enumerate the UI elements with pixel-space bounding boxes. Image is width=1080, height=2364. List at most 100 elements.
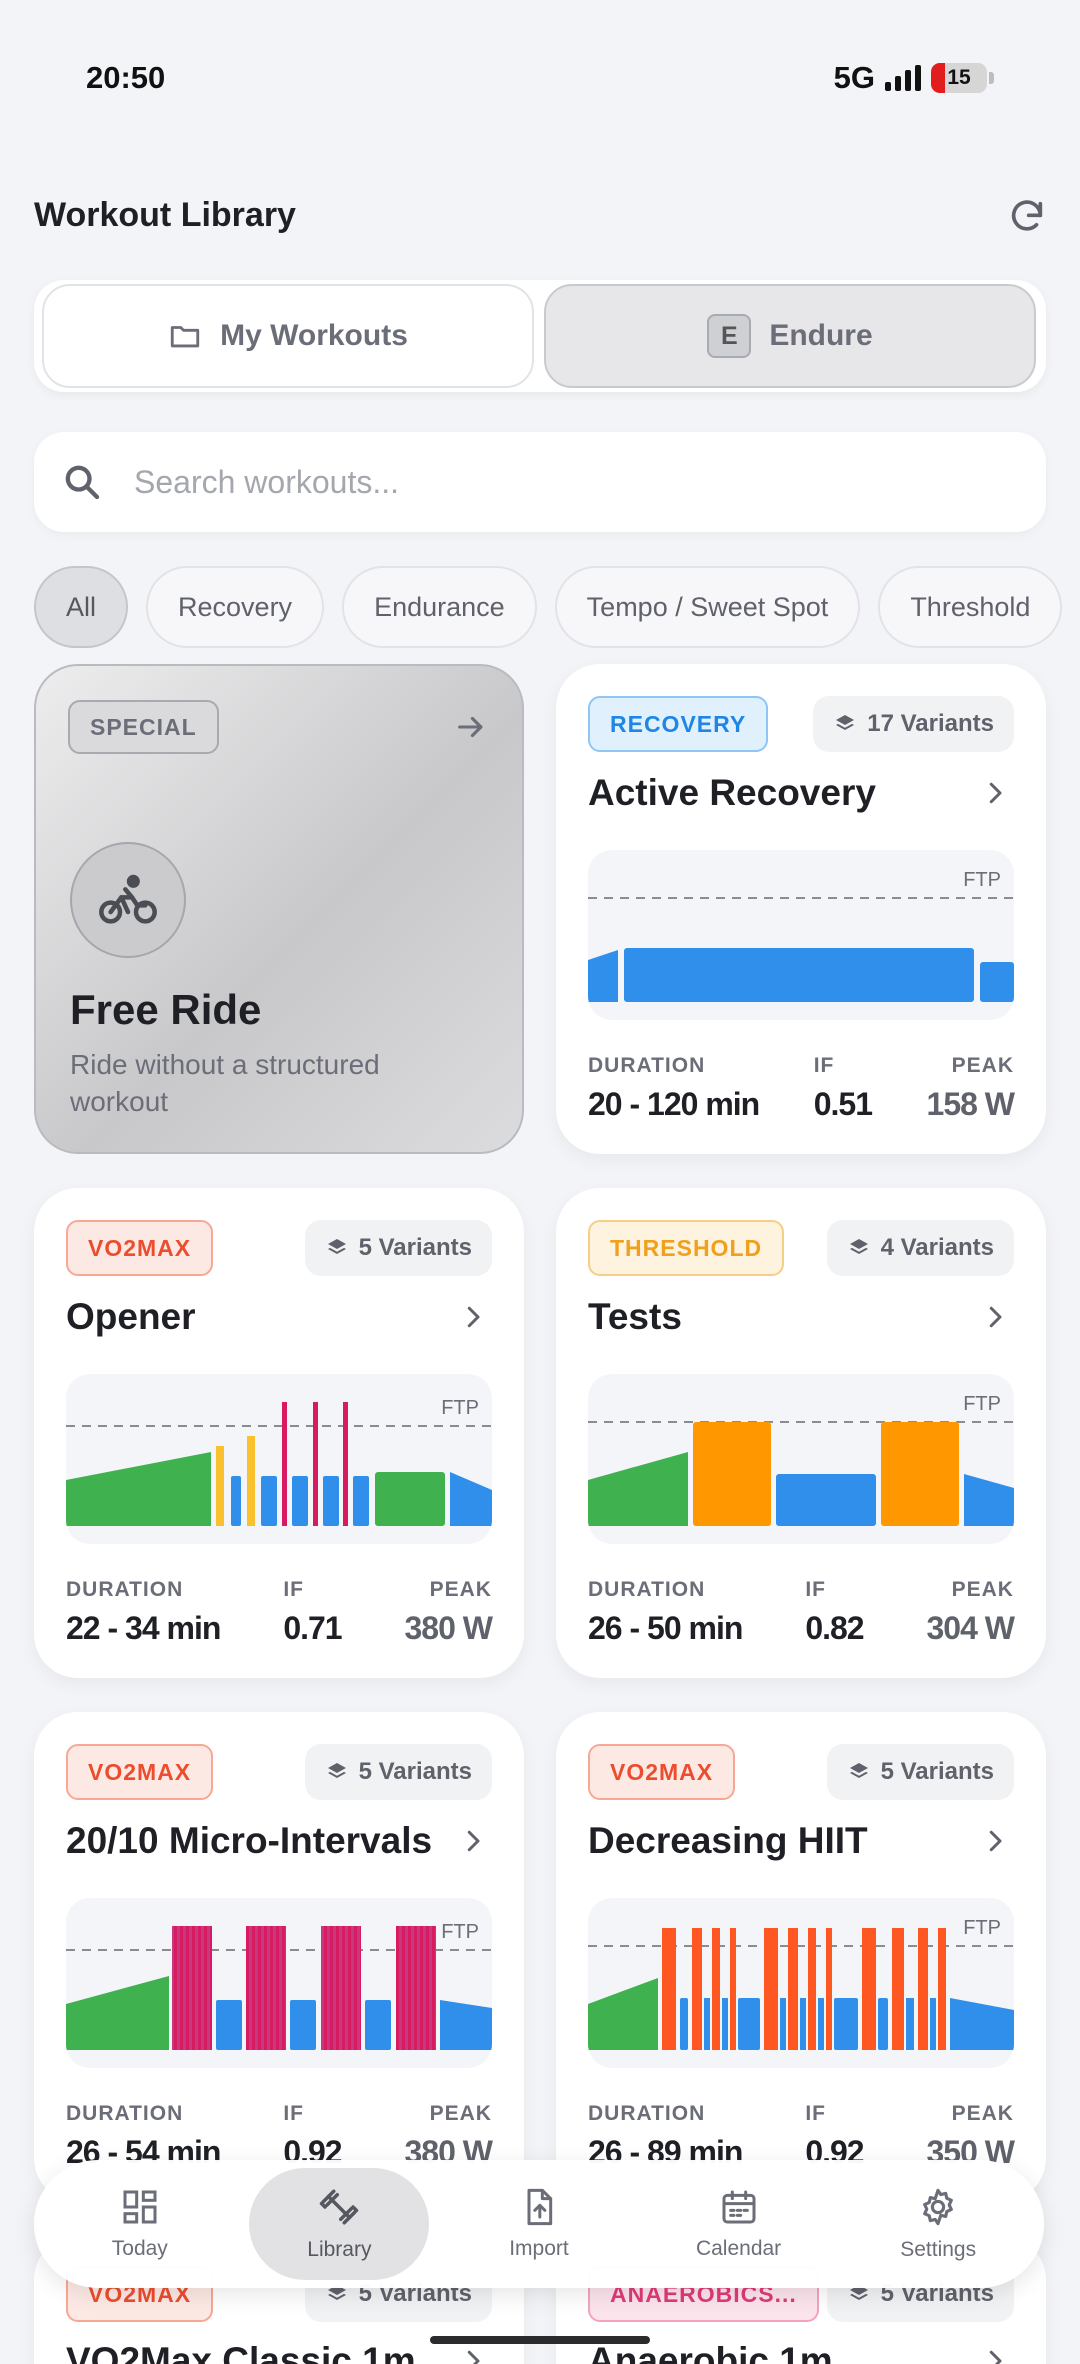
variants-count: 17 Variants: [867, 710, 994, 737]
battery-icon: 15: [931, 63, 987, 93]
workout-name: VO2Max Classic 1m: [66, 2340, 416, 2364]
ftp-label: FTP: [963, 1393, 1001, 1415]
layers-icon: [849, 1239, 868, 1254]
my-workouts-label: My Workouts: [220, 319, 408, 352]
workout-tag: THRESHOLD: [588, 1220, 785, 1276]
chevron-right-icon: [989, 1830, 1002, 1852]
dumbbell-icon: [320, 2189, 359, 2225]
search-input[interactable]: [134, 463, 994, 501]
nav-today[interactable]: Today: [50, 2168, 230, 2280]
ftp-label: FTP: [441, 1397, 479, 1419]
if-label: IF: [283, 1578, 304, 1601]
nav-calendar[interactable]: Calendar: [649, 2168, 829, 2280]
duration-label: DURATION: [66, 1578, 184, 1601]
folder-icon: [170, 326, 200, 348]
if-label: IF: [805, 2102, 826, 2125]
refresh-button[interactable]: [1002, 192, 1052, 242]
nav-library-label: Library: [307, 2238, 372, 2261]
variants-badge: 17 Variants: [813, 696, 1014, 752]
layers-icon: [836, 715, 855, 730]
endure-tab[interactable]: E Endure: [544, 284, 1036, 388]
my-workouts-tab[interactable]: My Workouts: [42, 284, 534, 388]
filter-chip-all[interactable]: All: [34, 566, 129, 648]
duration-label: DURATION: [66, 2102, 184, 2125]
status-time: 20:50: [86, 60, 166, 95]
dashboard-icon: [123, 2190, 157, 2224]
workout-tag: RECOVERY: [588, 696, 769, 752]
workout-tag: VO2MAX: [66, 1220, 214, 1276]
battery-cap: [989, 72, 994, 84]
calendar-icon: [722, 2190, 756, 2224]
variants-count: 5 Variants: [880, 1758, 994, 1785]
gear-icon: [923, 2188, 954, 2226]
workout-card-micro-intervals[interactable]: VO2MAX 5 Variants 20/10 Micro-Intervals …: [34, 1712, 524, 2202]
if-label: IF: [813, 1054, 835, 1077]
workout-card-tests[interactable]: THRESHOLD 4 Variants Tests FTP DURATION 2…: [556, 1188, 1046, 1678]
peak-label: PEAK: [429, 2102, 492, 2125]
signal-icon: [885, 65, 921, 91]
chevron-right-icon: [989, 1306, 1002, 1328]
file-upload-icon: [527, 2188, 553, 2226]
peak-label: PEAK: [951, 2102, 1014, 2125]
variants-count: 5 Variants: [358, 1758, 472, 1785]
filter-chip-recovery[interactable]: Recovery: [146, 566, 325, 648]
free-ride-title: Free Ride: [70, 986, 262, 1033]
free-ride-description: Ride without a structured workout: [70, 1049, 380, 1117]
peak-value: 304 W: [926, 1610, 1015, 1646]
workout-name: Active Recovery: [588, 772, 876, 813]
battery-level: 15: [947, 66, 971, 89]
variants-badge: 5 Variants: [826, 1744, 1014, 1800]
workout-stats: DURATION 22 - 34 min IF 0.71 PEAK 380 W: [66, 1578, 493, 1647]
nav-import-label: Import: [509, 2237, 569, 2260]
filter-chips: All Recovery Endurance Tempo / Sweet Spo…: [34, 566, 1063, 648]
duration-label: DURATION: [588, 2102, 706, 2125]
duration-value: 20 - 120 min: [588, 1086, 760, 1122]
workout-card-decreasing-hiit[interactable]: VO2MAX 5 Variants Decreasing HIIT FTP: [556, 1712, 1046, 2202]
chevron-right-icon: [467, 2350, 480, 2364]
filter-chip-endurance[interactable]: Endurance: [342, 566, 537, 648]
chevron-right-icon: [989, 782, 1002, 804]
free-ride-card[interactable]: SPECIAL Free Ride Ride without a structu…: [34, 664, 524, 1154]
duration-label: DURATION: [588, 1054, 706, 1077]
filter-chip-tempo[interactable]: Tempo / Sweet Spot: [554, 566, 861, 648]
workout-stats: DURATION 20 - 120 min IF 0.51 PEAK 158 W: [588, 1054, 1015, 1123]
nav-import[interactable]: Import: [449, 2168, 629, 2280]
workout-profile-chart: FTP: [66, 1898, 492, 2068]
if-value: 0.71: [283, 1610, 342, 1646]
workout-name: Opener: [66, 1296, 196, 1337]
workout-card-opener[interactable]: VO2MAX 5 Variants Opener FTP DURATION 22 …: [34, 1188, 524, 1678]
workout-name: Anaerobic 1m: [588, 2340, 833, 2364]
nav-library[interactable]: Library: [249, 2168, 430, 2280]
refresh-icon: [1011, 200, 1043, 231]
ftp-label: FTP: [963, 1917, 1001, 1939]
home-indicator: [430, 2336, 650, 2344]
workout-card-active-recovery[interactable]: RECOVERY 17 Variants Active Recovery FTP…: [556, 664, 1046, 1154]
duration-value: 22 - 34 min: [66, 1610, 221, 1646]
variants-count: 5 Variants: [358, 1234, 472, 1261]
ftp-label: FTP: [963, 869, 1001, 891]
workout-tag: VO2MAX: [66, 1744, 214, 1800]
workout-tag: VO2MAX: [588, 1744, 736, 1800]
workout-profile-chart: FTP: [588, 850, 1014, 1020]
bike-icon: [70, 842, 186, 958]
variants-badge: 5 Variants: [304, 1220, 492, 1276]
peak-label: PEAK: [951, 1578, 1014, 1601]
if-value: 0.51: [813, 1086, 873, 1122]
library-source-toggle: My Workouts E Endure: [34, 280, 1046, 392]
network-type: 5G: [833, 60, 875, 95]
duration-label: DURATION: [588, 1578, 706, 1601]
if-label: IF: [283, 2102, 304, 2125]
nav-calendar-label: Calendar: [695, 2237, 782, 2260]
nav-settings[interactable]: Settings: [848, 2168, 1028, 2280]
chevron-right-icon: [989, 2350, 1002, 2364]
peak-value: 158 W: [926, 1086, 1015, 1122]
duration-value: 26 - 50 min: [588, 1610, 743, 1646]
workout-stats: DURATION 26 - 50 min IF 0.82 PEAK 304 W: [588, 1578, 1015, 1647]
bottom-navigation: Today Library Import Calendar Settings: [34, 2160, 1044, 2288]
workout-name: 20/10 Micro-Intervals: [66, 1820, 433, 1861]
filter-chip-threshold[interactable]: Threshold: [878, 566, 1063, 648]
workout-name: Decreasing HIIT: [588, 1820, 868, 1861]
variants-badge: 4 Variants: [826, 1220, 1014, 1276]
layers-icon: [327, 1763, 346, 1778]
chevron-right-icon: [467, 1306, 480, 1328]
